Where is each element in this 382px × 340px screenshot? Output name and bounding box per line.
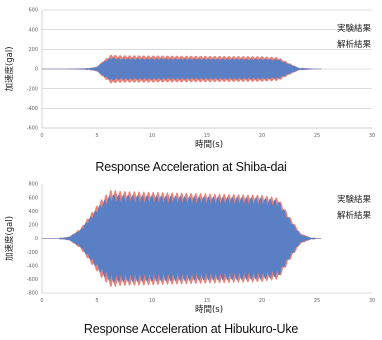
- y-tick-label: -200: [27, 250, 38, 256]
- x-tick-label: 10: [149, 133, 155, 139]
- x-tick-label: 25: [314, 133, 320, 139]
- x-axis-label: 時間(s): [195, 305, 223, 315]
- legend-analysis: 解析結果: [337, 210, 372, 221]
- legend-experiment: 実験結果: [337, 23, 372, 34]
- y-tick-label: 600: [28, 8, 38, 14]
- y-tick-label: 800: [28, 182, 38, 188]
- y-tick-label: 400: [28, 27, 38, 33]
- series-analysis-trace: [42, 57, 322, 81]
- y-tick-label: 200: [28, 223, 38, 229]
- y-tick-label: 400: [28, 209, 38, 215]
- y-tick-label: -600: [27, 277, 38, 283]
- x-tick-label: 0: [40, 133, 43, 139]
- x-tick-label: 30: [369, 298, 375, 304]
- x-tick-label: 15: [204, 133, 210, 139]
- x-tick-label: 0: [40, 298, 43, 304]
- x-tick-label: 5: [95, 133, 98, 139]
- x-tick-label: 10: [149, 298, 155, 304]
- x-tick-label: 15: [204, 298, 210, 304]
- y-tick-label: 0: [35, 67, 38, 73]
- x-axis-label: 時間(s): [195, 140, 223, 150]
- x-tick-label: 20: [259, 298, 265, 304]
- x-tick-label: 5: [95, 298, 98, 304]
- x-tick-label: 20: [259, 133, 265, 139]
- legend-analysis: 解析結果: [337, 39, 372, 50]
- x-tick-label: 30: [369, 133, 375, 139]
- y-tick-label: -800: [27, 291, 38, 297]
- x-tick-label: 25: [314, 298, 320, 304]
- y-tick-label: -200: [27, 86, 38, 92]
- y-tick-label: 0: [35, 236, 38, 242]
- y-tick-label: 600: [28, 195, 38, 201]
- caption-shiba-dai: Response Acceleration at Shiba-dai: [95, 160, 287, 174]
- y-tick-label: -400: [27, 263, 38, 269]
- y-axis-label: 加速度(gal): [4, 216, 15, 261]
- y-tick-label: 200: [28, 47, 38, 53]
- series-analysis-trace: [42, 194, 322, 283]
- y-axis-label: 加速度(gal): [4, 46, 15, 91]
- legend-experiment: 実験結果: [337, 194, 372, 205]
- caption-hibukuro-uke: Response Acceleration at Hibukuro-Uke: [83, 322, 299, 336]
- y-tick-label: -600: [27, 126, 38, 132]
- y-tick-label: -400: [27, 106, 38, 112]
